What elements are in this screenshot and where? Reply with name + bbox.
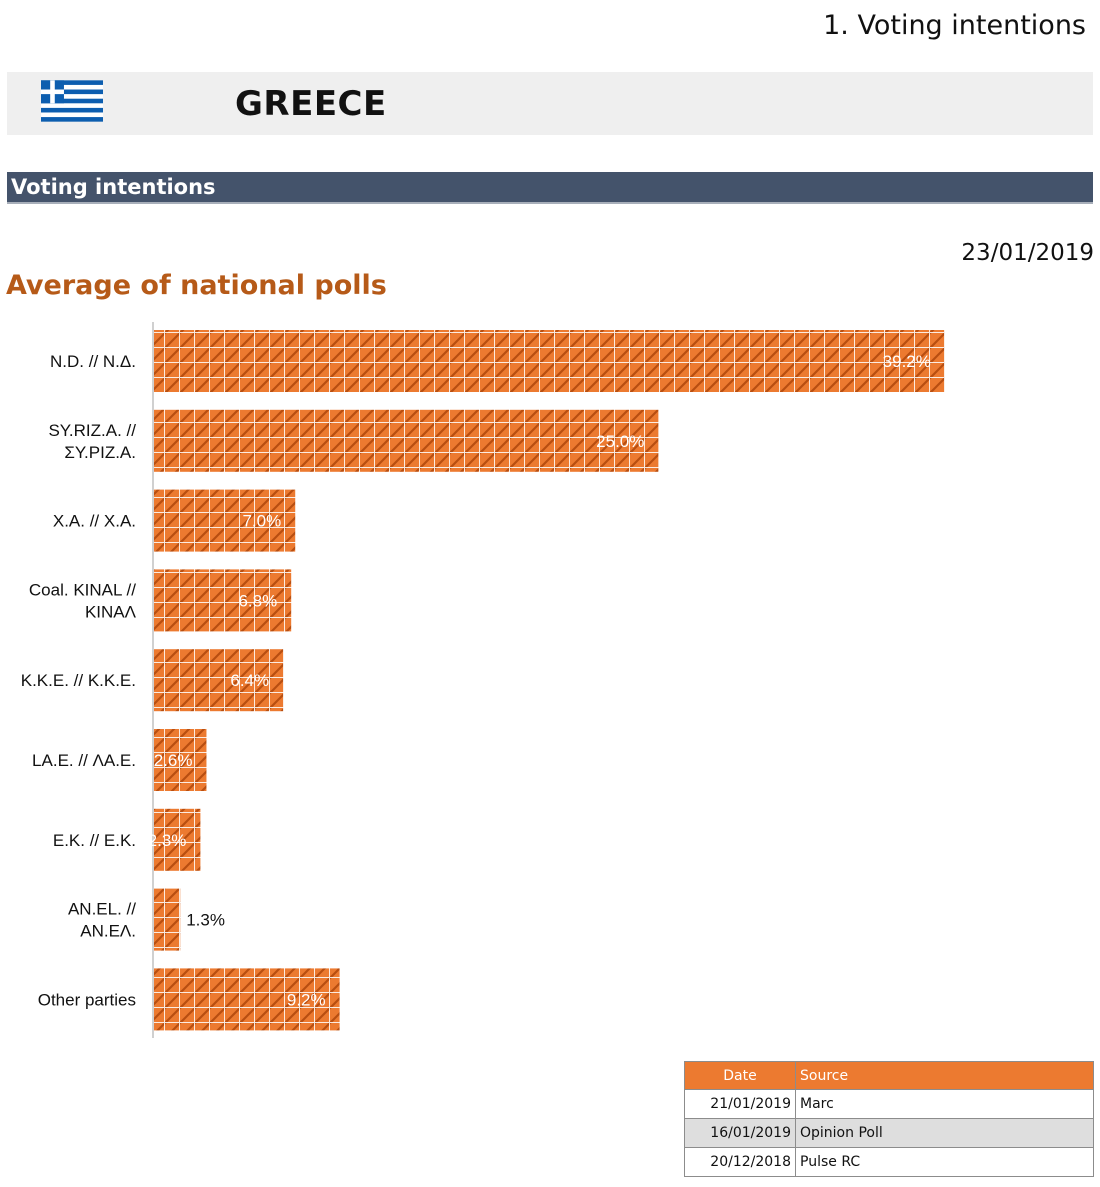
bar (154, 489, 296, 552)
sources-table: Date Source 21/01/2019 Marc 16/01/2019 O… (684, 1061, 1094, 1177)
row-source: Marc (795, 1089, 1094, 1119)
country-band: GREECE (7, 72, 1093, 135)
category-label: X.A. // Χ.Α. (53, 512, 136, 531)
bar-value-label: 2.3% (148, 831, 187, 850)
category-label-line: N.D. // N.Δ. (50, 352, 136, 371)
sources-table-header: Date Source (684, 1061, 1094, 1090)
section-bar: Voting intentions (7, 172, 1093, 204)
bar-value-label: 25.0% (596, 432, 644, 451)
category-label: Other parties (38, 990, 136, 1009)
bar (154, 569, 292, 632)
bar (154, 409, 659, 472)
table-row: 20/12/2018 Pulse RC (684, 1147, 1094, 1177)
category-label-line: Coal. KINAL // (29, 580, 136, 599)
category-label: E.K. // Ε.Κ. (53, 831, 136, 850)
category-label-line: X.A. // Χ.Α. (53, 512, 136, 531)
bar-value-label: 6.4% (230, 671, 269, 690)
category-label: Coal. KINAL // ΚΙΝΑΛ (29, 580, 137, 621)
category-label-line: K.K.E. // Κ.Κ.Ε. (21, 671, 136, 690)
category-label: LA.E. // ΛΑ.Ε. (32, 751, 136, 770)
bar-chart: 39.2% N.D. // N.Δ. 25.0% SY.RIZ.A. // ΣΥ.ΡΙΖ… (21, 322, 945, 1038)
category-label-line: AN.EL. // (68, 900, 136, 919)
category-label: N.D. // N.Δ. (50, 352, 136, 371)
bar-value-label: 39.2% (883, 352, 931, 371)
category-label-line: E.K. // Ε.Κ. (53, 831, 136, 850)
table-row: 16/01/2019 Opinion Poll (684, 1118, 1094, 1148)
category-label-line: ΚΙΝΑΛ (85, 602, 137, 621)
bar (154, 649, 284, 712)
bar-value-label: 9.2% (287, 990, 326, 1009)
category-label-line: LA.E. // ΛΑ.Ε. (32, 751, 136, 770)
section-title: 1. Voting intentions (823, 10, 1086, 41)
greece-flag-icon (41, 80, 103, 122)
category-label-line: SY.RIZ.A. // (48, 421, 136, 440)
row-source: Opinion Poll (795, 1118, 1094, 1148)
row-date: 21/01/2019 (684, 1089, 796, 1119)
bar (154, 330, 945, 392)
bar-value-label: 6.8% (238, 591, 277, 610)
row-date: 16/01/2019 (684, 1118, 796, 1148)
bar-value-label: 7.0% (242, 512, 281, 531)
category-label-line: ΣΥ.ΡΙΖ.Α. (64, 443, 136, 462)
chart-title: Average of national polls (6, 270, 387, 301)
bar-value-label: 1.3% (186, 911, 225, 930)
header-source: Source (795, 1061, 1094, 1090)
category-label: SY.RIZ.A. // ΣΥ.ΡΙΖ.Α. (48, 421, 136, 462)
category-label-line: ΑΝ.ΕΛ. (80, 922, 136, 941)
section-bar-label: Voting intentions (11, 175, 216, 199)
header-date: Date (684, 1061, 796, 1090)
category-label-line: Other parties (38, 990, 136, 1009)
category-label: AN.EL. // ΑΝ.ΕΛ. (68, 900, 136, 941)
row-source: Pulse RC (795, 1147, 1094, 1177)
bar (154, 729, 207, 791)
bar-value-label: 2.6% (154, 751, 193, 770)
bar (154, 968, 340, 1031)
country-name: GREECE (235, 84, 387, 124)
bar (154, 808, 201, 871)
table-row: 21/01/2019 Marc (684, 1089, 1094, 1119)
category-label: K.K.E. // Κ.Κ.Ε. (21, 671, 136, 690)
row-date: 20/12/2018 (684, 1147, 796, 1177)
bar (154, 888, 181, 951)
poll-date: 23/01/2019 (961, 240, 1094, 266)
